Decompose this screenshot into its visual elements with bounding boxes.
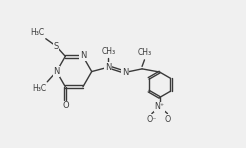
- Text: S: S: [53, 42, 59, 51]
- Text: CH₃: CH₃: [101, 47, 115, 56]
- Text: CH₃: CH₃: [138, 48, 152, 57]
- Text: N: N: [80, 51, 86, 60]
- Text: O⁻: O⁻: [147, 115, 157, 124]
- Text: N: N: [105, 63, 111, 72]
- Text: N: N: [122, 68, 128, 77]
- Text: N: N: [53, 67, 60, 76]
- Text: N⁺: N⁺: [154, 102, 165, 111]
- Text: O: O: [62, 101, 69, 110]
- Text: O: O: [164, 115, 170, 124]
- Text: H₃C: H₃C: [31, 28, 45, 37]
- Text: H₃C: H₃C: [32, 84, 46, 93]
